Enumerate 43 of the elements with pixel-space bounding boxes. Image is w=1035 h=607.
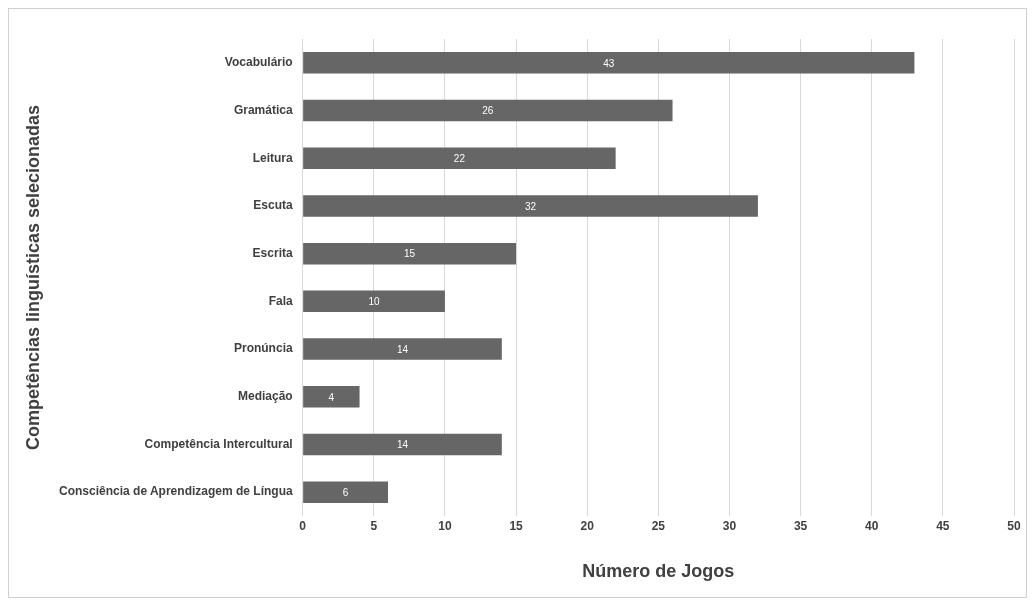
- y-tick-label: Fala: [268, 293, 293, 308]
- y-tick-label: Vocabulário: [224, 55, 293, 70]
- bar: [303, 99, 673, 122]
- x-tick-label: 35: [793, 518, 808, 533]
- data-label: 26: [482, 105, 494, 117]
- x-tick-label: 30: [722, 518, 737, 533]
- x-tick-label: 10: [438, 518, 452, 533]
- data-label: 14: [396, 439, 409, 451]
- x-tick-label: 20: [580, 518, 595, 533]
- y-tick-label: Leitura: [252, 150, 293, 165]
- data-label: 10: [368, 296, 381, 308]
- bar: [303, 386, 360, 408]
- bar: [303, 433, 502, 456]
- y-tick-label: Escuta: [253, 198, 293, 213]
- y-tick-label: Consciência de Aprendizagem de Língua: [59, 484, 293, 499]
- data-label: 4: [328, 391, 335, 403]
- data-label: 43: [603, 57, 615, 69]
- x-tick-label: 50: [1007, 518, 1021, 533]
- x-tick-label: 40: [865, 518, 879, 533]
- y-axis-title: Competências linguísticas selecionadas: [22, 104, 43, 451]
- bar: [303, 195, 758, 217]
- data-label: 14: [396, 343, 409, 355]
- data-label: 32: [524, 200, 537, 212]
- x-axis-title: Número de Jogos: [582, 561, 735, 582]
- y-tick-label: Pronúncia: [233, 341, 293, 356]
- data-label: 6: [342, 486, 349, 498]
- x-tick-label: 45: [936, 518, 950, 533]
- bar: [303, 481, 389, 503]
- x-tick-label: 0: [299, 518, 307, 533]
- data-label: 15: [404, 248, 416, 260]
- y-tick-label: Competência Intercultural: [144, 436, 293, 451]
- bar: [303, 52, 915, 74]
- x-tick-label: 5: [370, 518, 378, 533]
- x-tick-label: 15: [509, 518, 524, 533]
- bar: [303, 147, 616, 169]
- y-tick-label: Gramática: [233, 102, 293, 117]
- y-tick-label: Escrita: [252, 245, 293, 260]
- bar: [303, 242, 517, 265]
- bar: [303, 338, 502, 360]
- x-tick-label: 25: [651, 518, 666, 533]
- bar: [303, 290, 445, 313]
- data-label: 22: [453, 153, 466, 164]
- y-tick-label: Mediação: [237, 389, 293, 404]
